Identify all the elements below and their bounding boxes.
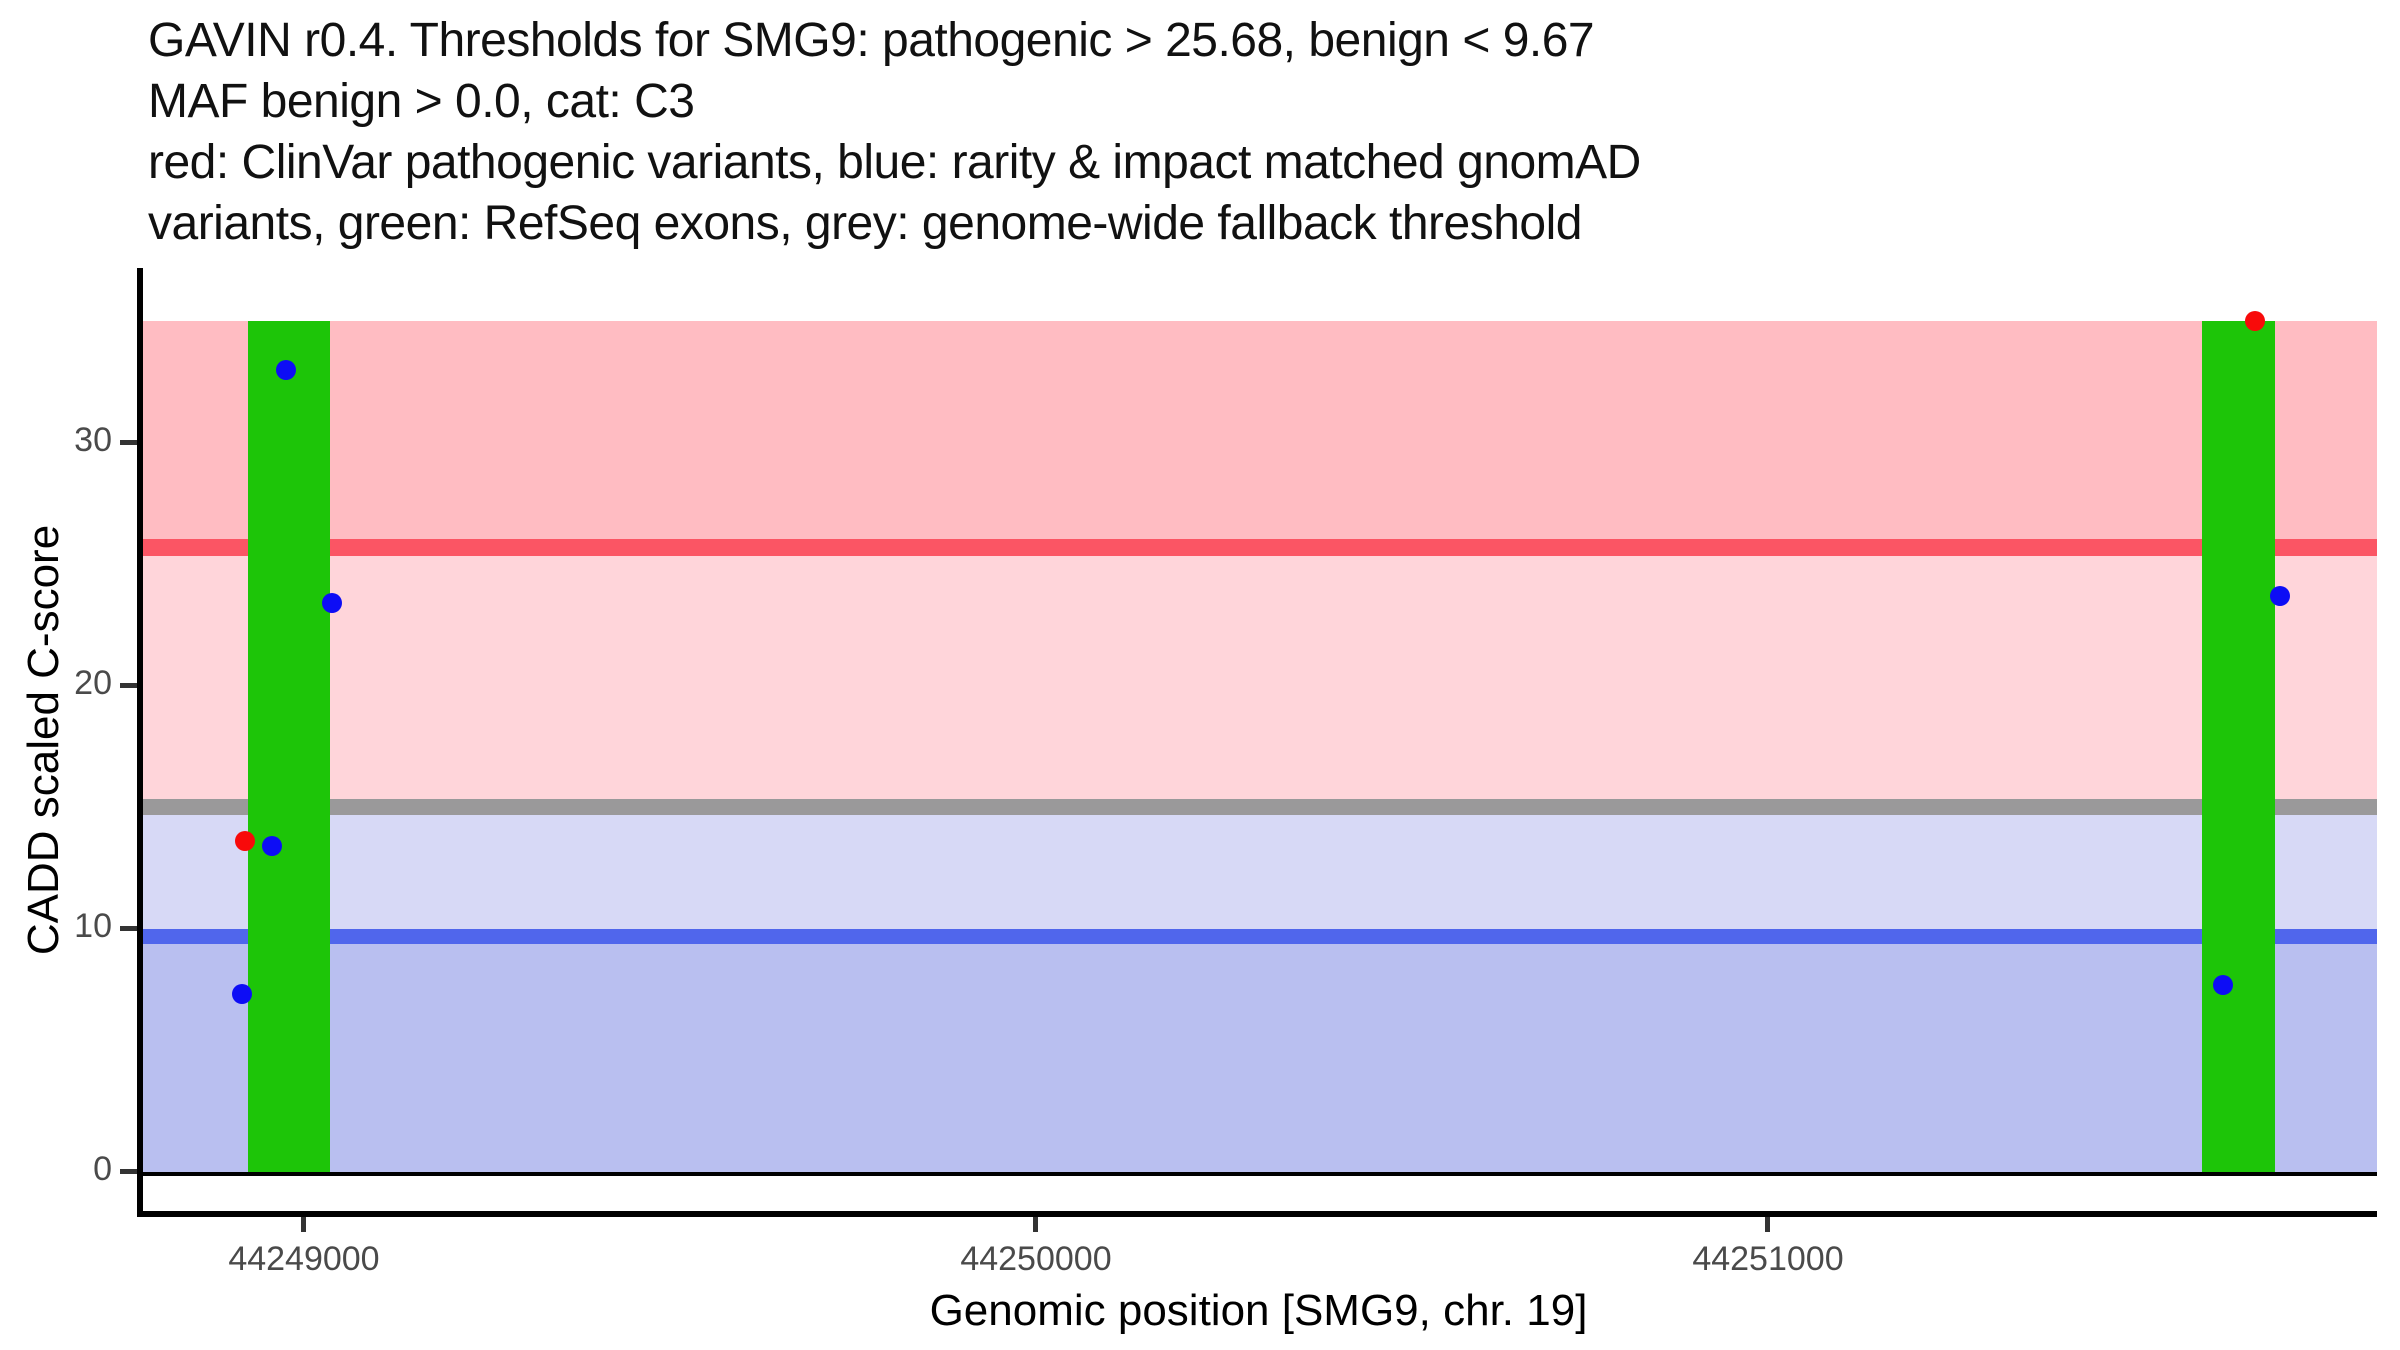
title-line-2: MAF benign > 0.0, cat: C3 xyxy=(148,75,695,128)
y-axis-title: CADD scaled C-score xyxy=(19,524,68,956)
clinvar-pathogenic-point xyxy=(235,831,256,852)
title-line-1: GAVIN r0.4. Thresholds for SMG9: pathoge… xyxy=(148,14,1595,67)
title-line-3: red: ClinVar pathogenic variants, blue: … xyxy=(148,136,1641,189)
y-tick-label: 30 xyxy=(74,420,112,459)
x-tick-label: 44249000 xyxy=(228,1240,380,1278)
y-tick-mark xyxy=(120,1169,137,1175)
gnomad-matched-point xyxy=(261,836,282,856)
x-tick-label: 44250000 xyxy=(960,1240,1112,1278)
exon-rect-1 xyxy=(247,321,330,1172)
zero-line xyxy=(140,1171,2377,1176)
gnomad-matched-point xyxy=(231,984,252,1005)
y-tick-label: 10 xyxy=(74,906,112,945)
y-tick-mark xyxy=(120,926,137,932)
y-axis-line xyxy=(137,268,143,1216)
benign-threshold-line xyxy=(140,929,2377,945)
y-tick-mark xyxy=(120,440,137,446)
fallback-threshold-line xyxy=(140,799,2377,816)
gnomad-matched-point xyxy=(2212,974,2233,995)
gnomad-matched-point xyxy=(321,592,342,613)
x-tick-label: 44251000 xyxy=(1692,1240,1844,1278)
pathogenic-zone xyxy=(140,321,2377,548)
vus-lower-zone xyxy=(140,807,2377,937)
plot-title: GAVIN r0.4. Thresholds for SMG9: pathoge… xyxy=(148,10,1641,254)
y-tick-label: 0 xyxy=(93,1149,112,1188)
x-tick-mark xyxy=(1765,1217,1771,1232)
x-axis-line xyxy=(137,1211,2377,1217)
x-tick-mark xyxy=(1033,1217,1039,1232)
y-tick-mark xyxy=(120,683,137,689)
clinvar-pathogenic-point xyxy=(2245,311,2266,332)
gnomad-matched-point xyxy=(2270,585,2291,606)
gnomad-matched-point xyxy=(275,359,296,380)
y-tick-label: 20 xyxy=(74,663,112,702)
benign-zone xyxy=(140,936,2377,1172)
pathogenic-threshold-line xyxy=(140,539,2377,557)
x-tick-mark xyxy=(301,1217,307,1232)
x-axis-title: Genomic position [SMG9, chr. 19] xyxy=(929,1286,1588,1335)
vus-upper-zone xyxy=(140,547,2377,808)
exon-rect-2 xyxy=(2202,321,2275,1172)
title-line-4: variants, green: RefSeq exons, grey: gen… xyxy=(148,197,1582,250)
